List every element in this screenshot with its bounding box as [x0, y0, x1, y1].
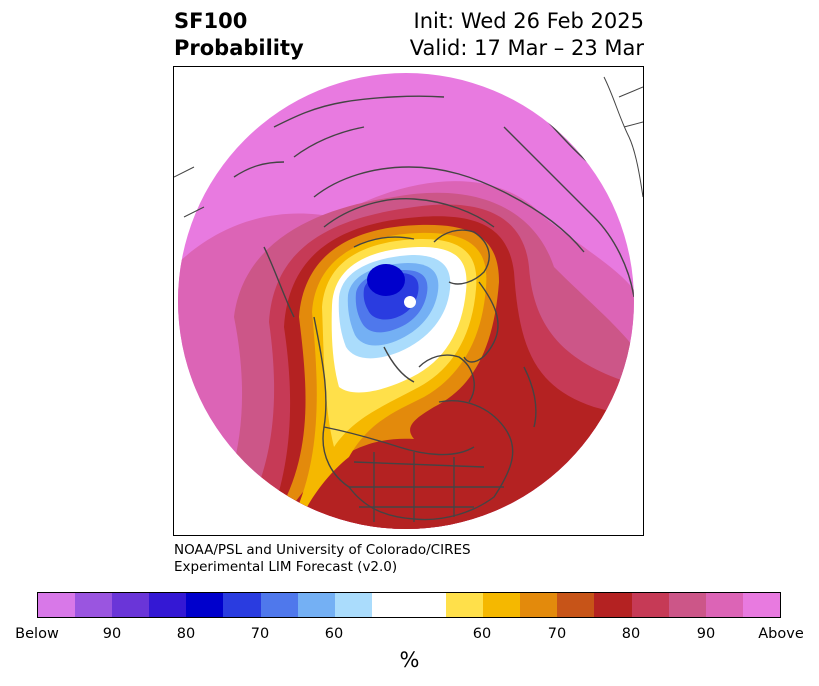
colorbar-unit: %: [399, 648, 420, 672]
colorbar-segment: [112, 593, 150, 617]
colorbar-tick-label: 80: [176, 626, 196, 642]
colorbar-segment: [705, 593, 743, 617]
init-date: Init: Wed 26 Feb 2025: [413, 9, 644, 33]
coastlines: [233, 95, 634, 522]
colorbar-segment: [334, 593, 372, 617]
colorbar-ticks: Below 90 80 70 60 60 70 80 90 Above: [0, 626, 819, 646]
colorbar-segment: [186, 593, 224, 617]
colorbar-tick-label: 90: [696, 626, 716, 642]
title-block-right: Init: Wed 26 Feb 2025 Valid: 17 Mar – 23…: [410, 8, 644, 62]
colorbar-tick-label: Above: [758, 626, 804, 642]
valid-range: Valid: 17 Mar – 23 Mar: [409, 36, 644, 60]
colorbar-segment: [631, 593, 669, 617]
colorbar: [37, 592, 781, 618]
colorbar-tick-label: 80: [621, 626, 641, 642]
colorbar-segment: [742, 593, 780, 617]
colorbar-segment: [446, 593, 484, 617]
north-pole-dot: [404, 296, 416, 308]
credit-line-1: NOAA/PSL and University of Colorado/CIRE…: [174, 542, 471, 558]
colorbar-segment: [297, 593, 335, 617]
title-block-left: SF100 Probability: [174, 8, 304, 62]
colorbar-tick-label: Below: [15, 626, 59, 642]
region-below-max: [367, 264, 405, 296]
variable-title: SF100: [174, 9, 248, 33]
forecast-map-svg: [174, 73, 643, 529]
colorbar-segment: [149, 593, 187, 617]
credit-line-2: Experimental LIM Forecast (v2.0): [174, 559, 398, 575]
colorbar-segment: [483, 593, 521, 617]
colorbar-segment: [594, 593, 632, 617]
colorbar-segment: [75, 593, 113, 617]
colorbar-segment: [223, 593, 261, 617]
colorbar-segment: [371, 593, 447, 617]
forecast-map: [173, 66, 644, 536]
colorbar-tick-label: 70: [250, 626, 270, 642]
colorbar-segment: [520, 593, 558, 617]
colorbar-segment: [557, 593, 595, 617]
outside-coastlines: [174, 76, 643, 218]
colorbar-tick-label: 60: [324, 626, 344, 642]
colorbar-tick-label: 60: [472, 626, 492, 642]
probability-subtitle: Probability: [174, 36, 304, 60]
colorbar-segment: [38, 593, 76, 617]
colorbar-segment: [260, 593, 298, 617]
colorbar-tick-label: 70: [547, 626, 567, 642]
colorbar-tick-label: 90: [102, 626, 122, 642]
colorbar-segment: [668, 593, 706, 617]
credit-text: NOAA/PSL and University of Colorado/CIRE…: [174, 542, 471, 576]
